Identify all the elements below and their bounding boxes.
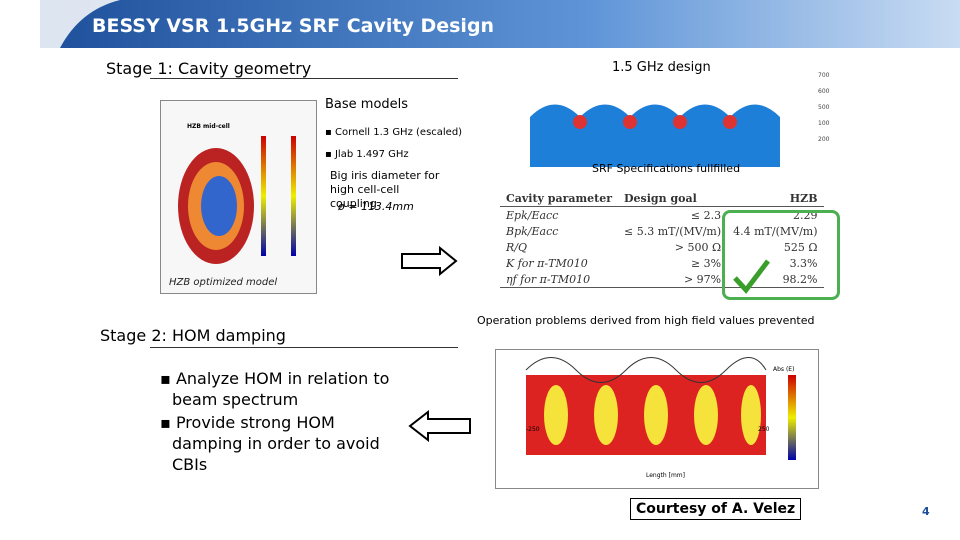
divider bbox=[150, 78, 458, 79]
table-cell: > 500 Ω bbox=[674, 240, 722, 254]
hom-image bbox=[525, 357, 796, 460]
x-axis-label: Length [mm] bbox=[646, 472, 685, 479]
base-list: ▪ Cornell 1.3 GHz (escaled) ▪ Jlab 1.497… bbox=[325, 122, 462, 166]
credit: Courtesy of A. Velez bbox=[630, 498, 802, 520]
design-caption: 1.5 GHz design bbox=[612, 60, 711, 75]
table-cell: Epk/Eacc bbox=[506, 208, 559, 222]
header-cell: Cavity parameter bbox=[506, 191, 613, 205]
header-cell: HZB bbox=[789, 191, 818, 205]
table-cell: ≤ 5.3 mT/(MV/m) bbox=[624, 224, 722, 238]
arrow-left bbox=[408, 410, 471, 442]
header-cell: Design goal bbox=[624, 191, 697, 205]
table-cell: > 97% bbox=[683, 272, 722, 286]
stage1-heading: Stage 1: Cavity geometry bbox=[106, 59, 312, 78]
table-cell: 3.3% bbox=[789, 256, 818, 270]
bullet: ▪ Analyze HOM in relation to beam spectr… bbox=[160, 369, 390, 409]
table-cell: K for π-TM010 bbox=[506, 256, 588, 270]
table-cell: ≤ 2.3 bbox=[690, 208, 722, 222]
table-cell: ηf for π-TM010 bbox=[506, 272, 591, 286]
bullet: ▪ Jlab 1.497 GHz bbox=[325, 149, 409, 160]
table-cell: Bpk/Eacc bbox=[506, 224, 559, 238]
cell-image bbox=[178, 136, 296, 264]
stage2-heading: Stage 2: HOM damping bbox=[100, 326, 286, 345]
highlight-box bbox=[722, 210, 840, 300]
table-cell: 525 Ω bbox=[783, 240, 818, 254]
iris-note: Big iris diameter for high cell-cell cou… bbox=[330, 169, 440, 210]
bullet: ▪ Provide strong HOM damping in order to… bbox=[160, 413, 380, 474]
table-cell: 4.4 mT/(MV/m) bbox=[733, 224, 818, 238]
x-tick: 250 bbox=[758, 426, 770, 433]
base-models: Base models bbox=[325, 97, 409, 112]
table-row: ηf for π-TM010 > 97% 98.2% bbox=[500, 271, 824, 288]
iris-value: ø = 113.4mm bbox=[338, 200, 414, 213]
spec-table: Cavity parameter Design goal HZB Epk/Eacc ≤ … bbox=[500, 190, 824, 288]
table-cell: R/Q bbox=[506, 240, 528, 254]
arrow-right bbox=[401, 246, 458, 276]
table-row: R/Q > 500 Ω 525 Ω bbox=[500, 239, 824, 255]
legend-title: Abs (E) bbox=[773, 366, 795, 373]
design-image bbox=[520, 97, 800, 167]
bullet: ▪ Cornell 1.3 GHz (escaled) bbox=[325, 127, 463, 138]
table-cell: 98.2% bbox=[782, 272, 818, 286]
title-bar bbox=[40, 0, 960, 48]
x-tick: -250 bbox=[526, 426, 540, 433]
slide-title: BESSY VSR 1.5GHz SRF Cavity Design bbox=[92, 15, 495, 37]
table-cell: ≥ 3% bbox=[690, 256, 722, 270]
page-number: 4 bbox=[922, 505, 930, 518]
checkmark bbox=[733, 259, 770, 294]
specs-note: Operation problems derived from high fie… bbox=[477, 314, 815, 327]
colorbar-ticks: 700 600 500 100 200 bbox=[818, 72, 830, 143]
table-header-row: Cavity parameter Design goal HZB bbox=[500, 190, 824, 207]
table-row: K for π-TM010 ≥ 3% 3.3% bbox=[500, 255, 824, 271]
model-caption: HZB optimized model bbox=[169, 277, 278, 288]
logo-swoosh bbox=[40, 0, 120, 48]
figure-label: HZB mid-cell bbox=[187, 123, 230, 130]
table-row: Bpk/Eacc ≤ 5.3 mT/(MV/m) 4.4 mT/(MV/m) bbox=[500, 223, 824, 239]
divider bbox=[150, 347, 458, 348]
hom-figure: Abs (E) -250 250 Length [mm] bbox=[495, 349, 819, 489]
specs-caption: SRF Specifications fullfilled bbox=[592, 162, 741, 175]
cell-figure: HZB mid-cell HZB optimized model bbox=[160, 100, 317, 294]
stage2-list: ▪ Analyze HOM in relation to beam spectr… bbox=[160, 368, 400, 475]
